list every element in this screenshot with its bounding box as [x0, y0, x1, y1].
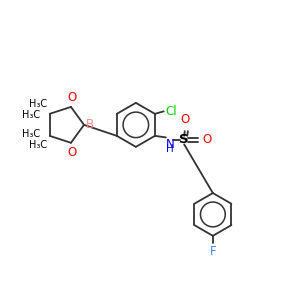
Text: H₃C: H₃C: [22, 129, 40, 140]
Text: Cl: Cl: [165, 105, 177, 118]
Text: H₃C: H₃C: [28, 140, 47, 150]
Text: N: N: [166, 138, 175, 152]
Text: O: O: [203, 134, 212, 146]
Text: S: S: [179, 134, 189, 146]
Text: H: H: [166, 144, 174, 154]
Text: O: O: [68, 91, 77, 104]
Text: B: B: [86, 118, 94, 131]
Text: F: F: [210, 244, 216, 258]
Text: H₃C: H₃C: [28, 99, 47, 109]
Text: O: O: [180, 113, 189, 126]
Text: O: O: [68, 146, 77, 159]
Text: H₃C: H₃C: [22, 110, 40, 120]
